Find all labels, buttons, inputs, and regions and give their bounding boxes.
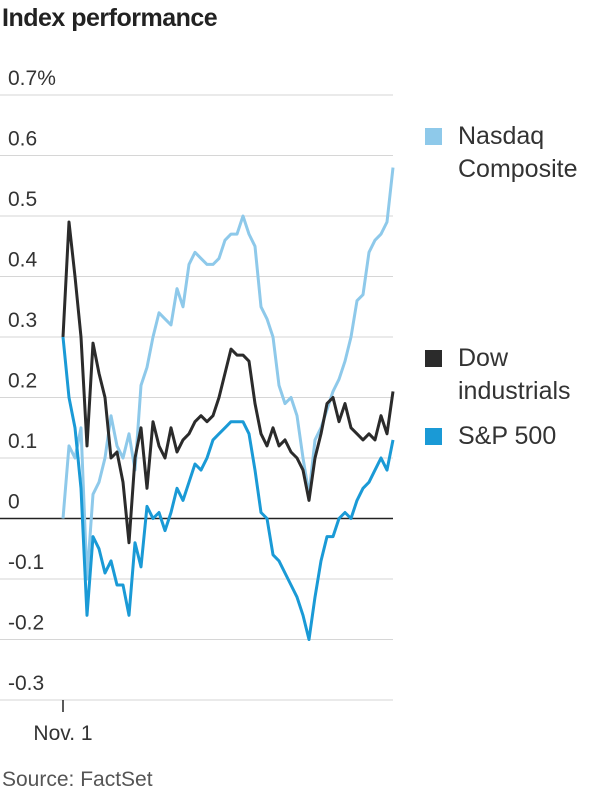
line — [61, 167, 395, 581]
y-tick-label: 0.1 — [8, 430, 37, 453]
y-tick-label: -0.1 — [8, 551, 44, 574]
y-tick-label: 0.4 — [8, 249, 38, 272]
legend-label: S&P 500 — [458, 422, 557, 450]
legend-swatch — [425, 350, 442, 367]
legend-swatch — [425, 128, 442, 145]
legend-label: Nasdaq Composite — [458, 122, 578, 183]
y-tick-label: -0.3 — [8, 672, 44, 695]
line — [61, 336, 395, 641]
line — [61, 220, 395, 545]
source: Source: FactSet — [2, 768, 153, 791]
y-tick-label: 0.7% — [8, 67, 56, 90]
y-tick-label: 0.2 — [8, 370, 37, 393]
x-tick-label: Nov. 1 — [33, 722, 92, 745]
legend-swatch — [425, 428, 442, 445]
y-tick-label: 0.5 — [8, 188, 37, 211]
y-tick-label: -0.2 — [8, 612, 44, 635]
y-tick-label: 0 — [8, 491, 20, 514]
y-tick-label: 0.3 — [8, 309, 37, 332]
legend-label: Dow industrials — [458, 344, 571, 405]
y-tick-label: 0.6 — [8, 128, 37, 151]
chart-title: Index performance — [2, 4, 218, 32]
